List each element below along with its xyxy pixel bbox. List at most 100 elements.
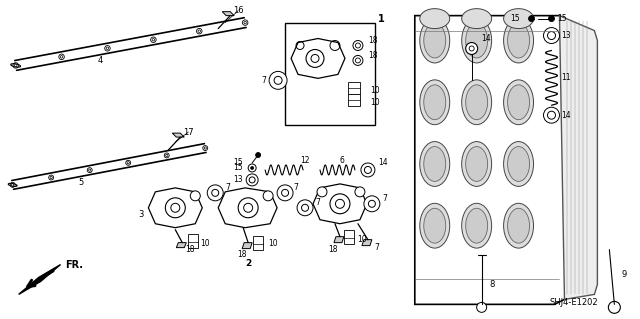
Circle shape xyxy=(301,204,308,211)
Circle shape xyxy=(548,16,554,22)
Text: 7: 7 xyxy=(315,198,320,207)
Ellipse shape xyxy=(508,146,529,182)
Text: 1: 1 xyxy=(378,14,385,24)
Circle shape xyxy=(311,55,319,63)
Text: 15: 15 xyxy=(234,163,243,173)
Ellipse shape xyxy=(420,142,450,186)
Circle shape xyxy=(106,47,109,49)
Polygon shape xyxy=(334,237,344,243)
Circle shape xyxy=(317,187,327,197)
Ellipse shape xyxy=(504,142,534,186)
Polygon shape xyxy=(222,12,234,16)
Text: 5: 5 xyxy=(78,178,83,187)
Circle shape xyxy=(353,56,363,65)
Circle shape xyxy=(165,198,186,218)
Circle shape xyxy=(171,203,180,212)
Polygon shape xyxy=(148,188,202,228)
Ellipse shape xyxy=(424,23,445,58)
Circle shape xyxy=(274,76,282,84)
Circle shape xyxy=(355,58,360,63)
Text: 12: 12 xyxy=(300,157,310,166)
Text: 14: 14 xyxy=(482,34,492,43)
Text: 10: 10 xyxy=(268,239,278,248)
Circle shape xyxy=(353,41,363,50)
Text: 6: 6 xyxy=(339,157,344,166)
Text: 10: 10 xyxy=(200,239,210,248)
Text: 16: 16 xyxy=(233,6,243,15)
Circle shape xyxy=(88,169,91,171)
Circle shape xyxy=(364,196,380,212)
Circle shape xyxy=(244,203,253,212)
Circle shape xyxy=(251,167,253,169)
Circle shape xyxy=(246,174,258,186)
Polygon shape xyxy=(176,243,186,248)
Circle shape xyxy=(50,176,52,179)
Text: 10: 10 xyxy=(370,98,380,107)
Text: 15: 15 xyxy=(557,14,567,23)
Ellipse shape xyxy=(420,80,450,125)
Ellipse shape xyxy=(424,85,445,120)
Ellipse shape xyxy=(508,208,529,243)
Circle shape xyxy=(212,189,219,196)
Polygon shape xyxy=(218,188,277,228)
Text: FR.: FR. xyxy=(65,260,84,270)
Text: 7: 7 xyxy=(293,183,298,192)
Text: 10: 10 xyxy=(357,235,367,244)
Ellipse shape xyxy=(466,23,488,58)
Circle shape xyxy=(152,39,155,41)
Text: 13: 13 xyxy=(234,175,243,184)
Ellipse shape xyxy=(424,208,445,243)
Ellipse shape xyxy=(504,203,534,248)
Text: 3: 3 xyxy=(138,210,143,219)
Circle shape xyxy=(12,184,14,186)
Circle shape xyxy=(543,107,559,123)
Text: 15: 15 xyxy=(234,159,243,167)
Circle shape xyxy=(255,152,260,158)
Circle shape xyxy=(547,111,556,119)
Circle shape xyxy=(355,43,360,48)
Polygon shape xyxy=(291,39,345,78)
Circle shape xyxy=(543,27,559,43)
Text: 18: 18 xyxy=(368,36,378,45)
Ellipse shape xyxy=(466,85,488,120)
Circle shape xyxy=(269,71,287,89)
Polygon shape xyxy=(559,16,597,300)
FancyBboxPatch shape xyxy=(253,236,263,249)
Circle shape xyxy=(529,16,534,22)
Polygon shape xyxy=(242,243,252,249)
Circle shape xyxy=(204,147,206,149)
Ellipse shape xyxy=(461,80,492,125)
Polygon shape xyxy=(313,184,367,224)
Circle shape xyxy=(263,191,273,201)
Text: 14: 14 xyxy=(561,111,571,120)
Circle shape xyxy=(248,164,256,172)
Ellipse shape xyxy=(466,208,488,243)
FancyBboxPatch shape xyxy=(344,230,354,244)
Text: 18: 18 xyxy=(368,51,378,60)
Circle shape xyxy=(244,21,246,24)
Polygon shape xyxy=(172,133,184,137)
Polygon shape xyxy=(415,16,575,304)
Polygon shape xyxy=(362,240,372,246)
Ellipse shape xyxy=(461,18,492,63)
FancyBboxPatch shape xyxy=(188,234,198,248)
Text: 18: 18 xyxy=(237,250,247,259)
Circle shape xyxy=(15,64,17,67)
Circle shape xyxy=(369,200,376,207)
Circle shape xyxy=(166,154,168,157)
Text: 17: 17 xyxy=(183,128,193,137)
Circle shape xyxy=(207,185,223,201)
Circle shape xyxy=(306,49,324,67)
Circle shape xyxy=(547,32,556,40)
Ellipse shape xyxy=(504,80,534,125)
Polygon shape xyxy=(19,264,61,294)
Circle shape xyxy=(609,301,620,313)
Text: 8: 8 xyxy=(489,280,494,289)
Circle shape xyxy=(330,194,350,214)
Circle shape xyxy=(477,302,486,312)
Ellipse shape xyxy=(504,18,534,63)
Ellipse shape xyxy=(508,23,529,58)
Ellipse shape xyxy=(420,18,450,63)
Circle shape xyxy=(277,185,293,201)
Ellipse shape xyxy=(461,9,492,29)
